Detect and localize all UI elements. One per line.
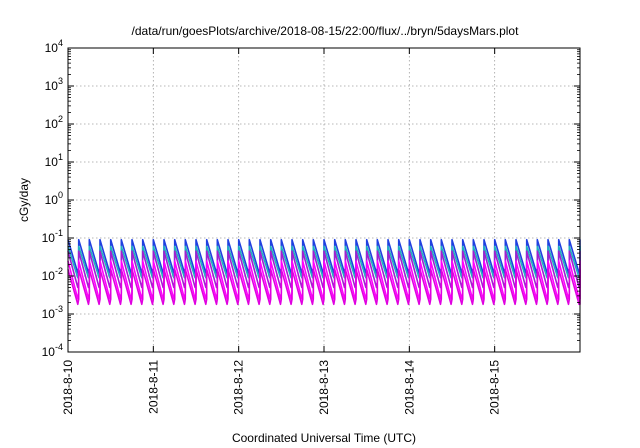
y-tick-label-base: 10	[42, 307, 56, 321]
y-tick-label-base: 10	[45, 79, 59, 93]
series-group	[67, 238, 581, 306]
y-tick-label: 103	[45, 76, 63, 93]
y-tick-label-exponent: 2	[58, 114, 63, 124]
x-tick-label: 2018-8-15	[488, 360, 502, 415]
x-tick-label: 2018-8-12	[232, 360, 246, 415]
y-tick-label-base: 10	[45, 155, 59, 169]
y-tick-label: 10-4	[42, 342, 63, 359]
y-tick-label-exponent: 1	[58, 152, 63, 162]
y-axis-label: cGy/day	[17, 178, 31, 222]
x-tick-label: 2018-8-14	[402, 360, 416, 415]
series-line	[67, 268, 581, 306]
y-tick-label-base: 10	[42, 231, 56, 245]
y-tick-label: 101	[45, 152, 63, 169]
y-tick-label-exponent: 3	[58, 76, 63, 86]
x-tick-label: 2018-8-11	[146, 360, 160, 414]
y-tick-label: 102	[45, 114, 63, 131]
x-tick-label: 2018-8-13	[317, 360, 331, 415]
y-tick-label-exponent: 4	[58, 38, 63, 48]
y-tick-label: 10-1	[42, 228, 63, 245]
y-tick-label-exponent: -4	[55, 342, 63, 352]
y-tick-label-base: 10	[42, 345, 56, 359]
y-tick-label-base: 10	[45, 193, 59, 207]
y-tick-label-base: 10	[45, 41, 59, 55]
y-tick-label-exponent: -3	[55, 304, 63, 314]
y-tick-label: 10-3	[42, 304, 63, 321]
y-tick-label-base: 10	[45, 117, 59, 131]
y-tick-label-exponent: -2	[55, 266, 63, 276]
x-axis-label: Coordinated Universal Time (UTC)	[232, 431, 416, 445]
y-tick-label-exponent: 0	[58, 190, 63, 200]
chart-title: /data/run/goesPlots/archive/2018-08-15/2…	[132, 24, 520, 38]
grid	[68, 48, 580, 352]
y-tick-label: 10-2	[42, 266, 63, 283]
y-tick-label-exponent: -1	[55, 228, 63, 238]
y-tick-label: 100	[45, 190, 63, 207]
x-axis: 2018-8-10 2018-8-11 2018-8-12 2018-8-13 2018…	[61, 48, 502, 415]
y-tick-label: 104	[45, 38, 63, 55]
y-tick-label-base: 10	[42, 269, 56, 283]
x-tick-label: 2018-8-10	[61, 360, 75, 415]
